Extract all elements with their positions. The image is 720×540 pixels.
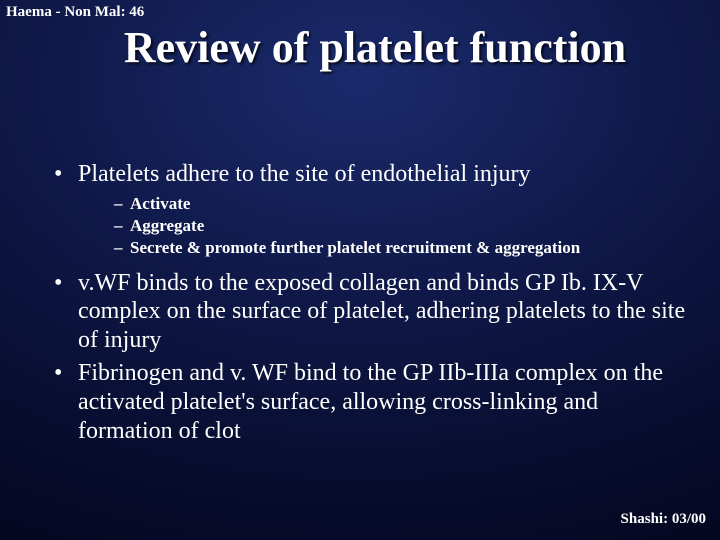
sub-list: Activate Aggregate Secrete & promote fur…	[114, 193, 690, 259]
sub-bullet-item: Aggregate	[114, 215, 690, 236]
bullet-item: v.WF binds to the exposed collagen and b…	[54, 269, 690, 355]
bullet-item: Platelets adhere to the site of endothel…	[54, 160, 690, 189]
bullet-text: v.WF binds to the exposed collagen and b…	[78, 270, 685, 354]
sub-bullet-text: Activate	[130, 194, 190, 213]
header-label: Haema - Non Mal: 46	[6, 4, 144, 21]
slide-title: Review of platelet function	[0, 22, 720, 73]
slide: Haema - Non Mal: 46 Review of platelet f…	[0, 0, 720, 540]
sub-bullet-item: Activate	[114, 193, 690, 214]
bullet-text: Platelets adhere to the site of endothel…	[78, 161, 531, 187]
sub-bullet-text: Secrete & promote further platelet recru…	[130, 238, 580, 257]
bullet-text: Fibrinogen and v. WF bind to the GP IIb-…	[78, 360, 663, 444]
sub-bullet-item: Secrete & promote further platelet recru…	[114, 237, 690, 258]
footer-label: Shashi: 03/00	[621, 511, 706, 528]
slide-body: Platelets adhere to the site of endothel…	[54, 160, 690, 449]
bullet-item: Fibrinogen and v. WF bind to the GP IIb-…	[54, 359, 690, 445]
sub-bullet-text: Aggregate	[130, 216, 204, 235]
